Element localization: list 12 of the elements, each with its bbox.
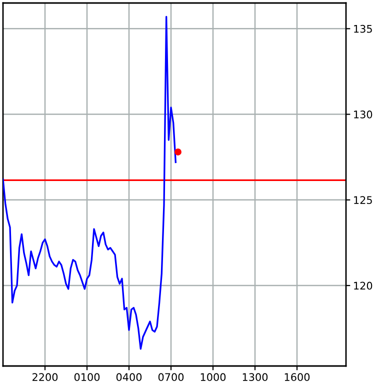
x-tick-label: 1300 (242, 373, 268, 382)
y-tick-label: 135 (354, 24, 372, 33)
x-tick-label: 0100 (74, 373, 100, 382)
y-tick-label: 125 (354, 196, 372, 204)
x-tick-label: 2200 (32, 373, 58, 382)
y-tick-label: 130 (354, 110, 372, 118)
line-series (3, 16, 176, 350)
y-tick-label: 120 (354, 282, 372, 290)
x-tick-label: 0400 (116, 373, 142, 382)
x-tick-label: 1600 (284, 373, 310, 382)
x-tick-label: 0700 (158, 373, 184, 382)
x-tick-label: 1000 (200, 373, 226, 382)
